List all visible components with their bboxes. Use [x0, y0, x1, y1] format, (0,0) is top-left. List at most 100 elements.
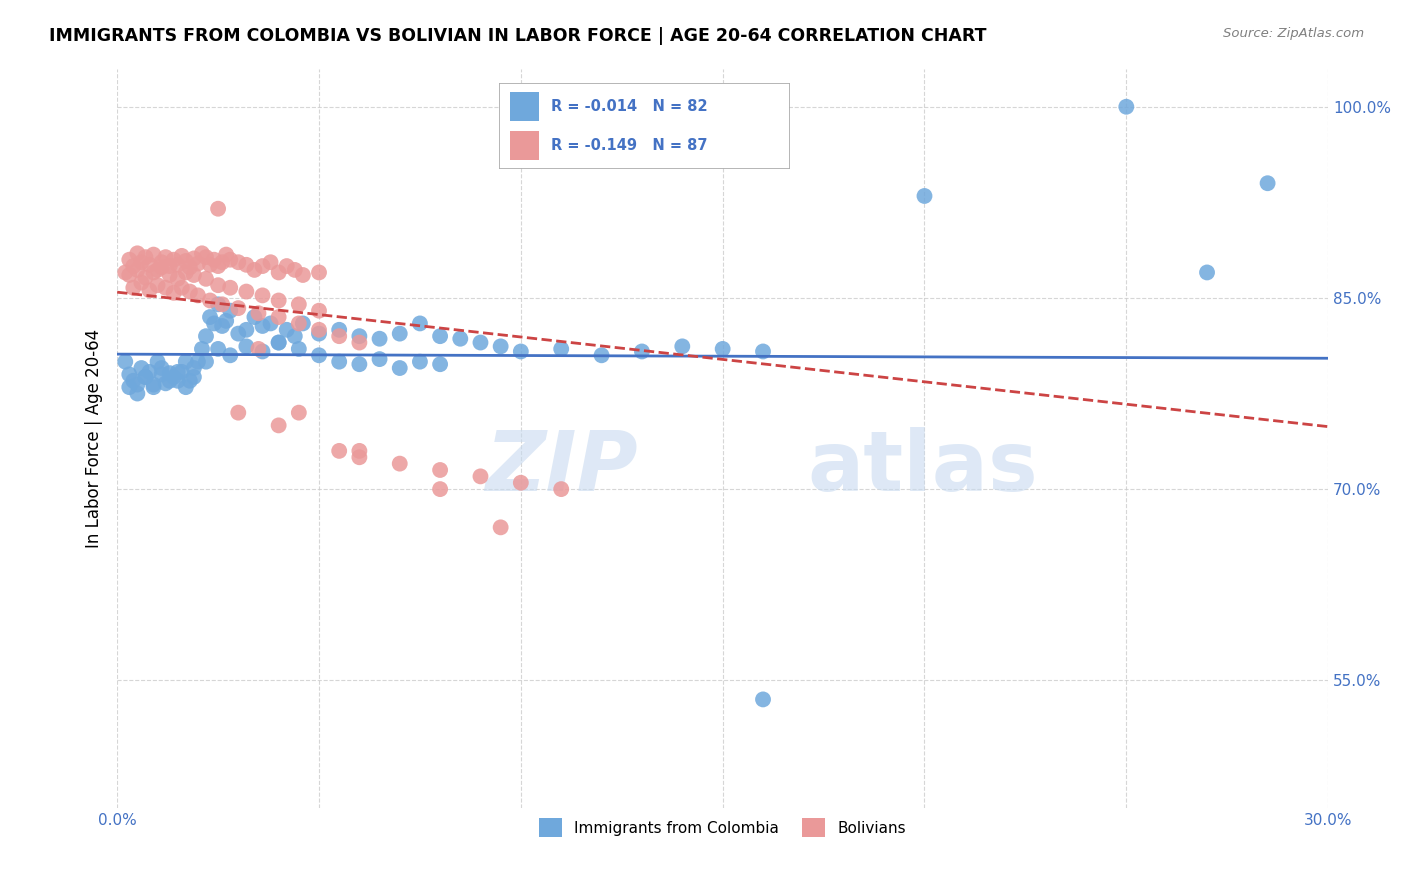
Point [711, 342, 734, 356]
Point [142, 380, 165, 394]
Point [368, 332, 391, 346]
Point [134, 250, 156, 264]
Point [159, 259, 181, 273]
Point [207, 342, 229, 356]
Point [215, 247, 238, 261]
Point [226, 326, 249, 341]
Point [328, 443, 350, 458]
Point [163, 252, 186, 267]
Point [252, 344, 274, 359]
Point [187, 354, 209, 368]
Point [211, 297, 233, 311]
Point [166, 374, 188, 388]
Point [174, 265, 197, 279]
Point [122, 259, 145, 273]
Point [429, 329, 451, 343]
Point [174, 254, 197, 268]
Point [166, 272, 188, 286]
Point [409, 317, 432, 331]
Point [308, 303, 330, 318]
Point [470, 335, 492, 350]
Point [752, 344, 775, 359]
Point [131, 255, 153, 269]
Point [131, 276, 153, 290]
Point [349, 443, 371, 458]
Point [291, 317, 314, 331]
Point [118, 368, 141, 382]
Point [328, 323, 350, 337]
Point [127, 377, 149, 392]
Point [127, 246, 149, 260]
Point [235, 323, 257, 337]
Point [150, 361, 173, 376]
Point [550, 482, 572, 496]
Point [134, 270, 156, 285]
Point [146, 354, 169, 368]
Point [328, 329, 350, 343]
Point [150, 368, 173, 382]
Point [179, 260, 201, 275]
Point [267, 310, 290, 324]
Point [288, 342, 311, 356]
Point [267, 293, 290, 308]
Point [127, 263, 149, 277]
Point [138, 283, 160, 297]
Point [243, 263, 266, 277]
Point [388, 361, 411, 376]
Point [914, 189, 936, 203]
Point [349, 357, 371, 371]
Point [150, 255, 173, 269]
Point [752, 692, 775, 706]
Point [308, 265, 330, 279]
Point [211, 255, 233, 269]
Text: atlas: atlas [807, 427, 1038, 508]
Point [163, 370, 186, 384]
Point [122, 374, 145, 388]
Point [509, 344, 531, 359]
Point [179, 285, 201, 299]
Point [550, 342, 572, 356]
Point [489, 520, 512, 534]
Point [195, 354, 218, 368]
Point [409, 354, 432, 368]
Point [166, 258, 188, 272]
Point [155, 376, 177, 391]
Point [308, 323, 330, 337]
Point [470, 469, 492, 483]
Point [198, 293, 221, 308]
Point [191, 246, 214, 260]
Point [150, 260, 173, 275]
Point [170, 249, 193, 263]
Point [388, 457, 411, 471]
Point [291, 268, 314, 282]
Point [159, 268, 181, 282]
Point [174, 380, 197, 394]
Point [259, 317, 281, 331]
Point [235, 285, 257, 299]
Point [170, 281, 193, 295]
Point [1257, 176, 1279, 190]
Point [202, 317, 225, 331]
Point [174, 354, 197, 368]
Point [155, 250, 177, 264]
Point [235, 339, 257, 353]
Point [509, 475, 531, 490]
Point [183, 361, 205, 376]
Point [219, 303, 242, 318]
Point [195, 272, 218, 286]
Point [349, 450, 371, 465]
Point [259, 255, 281, 269]
Point [288, 317, 311, 331]
Point [207, 259, 229, 273]
Point [219, 252, 242, 267]
Point [284, 263, 307, 277]
Point [159, 374, 181, 388]
Point [114, 265, 136, 279]
Point [138, 258, 160, 272]
Point [134, 370, 156, 384]
Point [195, 329, 218, 343]
Point [1115, 100, 1137, 114]
Point [349, 335, 371, 350]
Point [202, 252, 225, 267]
Point [252, 288, 274, 302]
